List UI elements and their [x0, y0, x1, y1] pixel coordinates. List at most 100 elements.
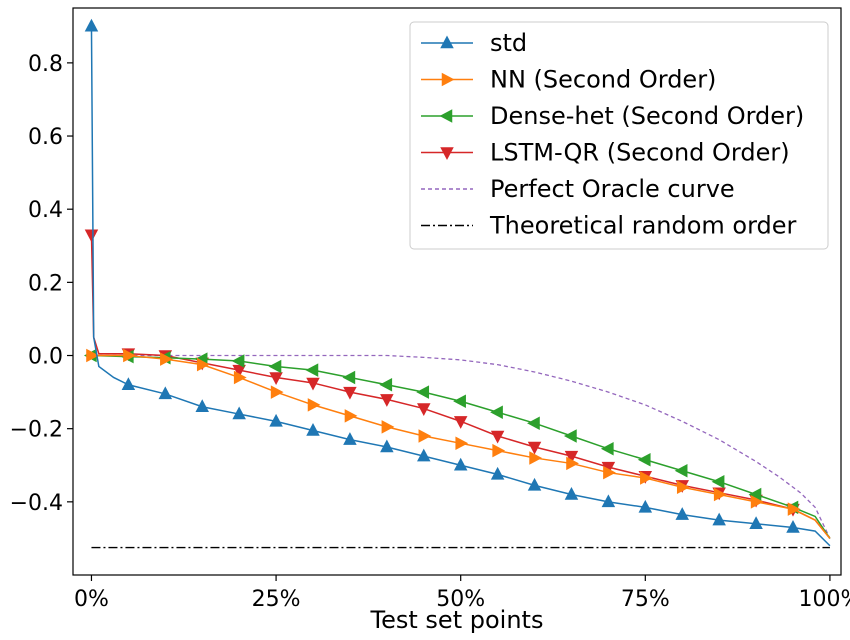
- data-point: [343, 432, 357, 445]
- y-tick-label: 0.4: [28, 198, 63, 223]
- data-point: [490, 466, 505, 480]
- data-point: [527, 477, 542, 491]
- data-point: [564, 450, 579, 464]
- data-point: [750, 495, 764, 509]
- data-point: [306, 423, 320, 436]
- data-point: [416, 385, 430, 399]
- y-tick-label: 0.6: [28, 125, 63, 150]
- axes-frame: [72, 7, 842, 576]
- data-point: [343, 386, 357, 400]
- data-point: [344, 409, 358, 423]
- data-point: [637, 453, 651, 467]
- series-layer: [83, 18, 831, 549]
- x-tick-label: 25%: [252, 587, 301, 612]
- data-point: [563, 429, 577, 443]
- series-line-nn-second-order: [91, 354, 831, 539]
- data-point: [123, 348, 136, 363]
- data-point: [86, 348, 99, 363]
- data-point: [84, 229, 99, 243]
- data-point: [638, 499, 653, 513]
- data-point: [453, 394, 466, 408]
- data-point: [269, 413, 283, 427]
- data-point: [749, 516, 763, 530]
- data-point: [417, 448, 431, 462]
- data-point: [748, 487, 762, 502]
- x-tick-label: 0%: [74, 587, 109, 612]
- data-point: [342, 370, 356, 385]
- data-point: [381, 420, 395, 434]
- x-tick-label: 75%: [621, 587, 670, 612]
- data-point: [600, 442, 614, 456]
- series-line-dense-het-second-order: [91, 354, 831, 539]
- legend-item-nn-second-order: NN (Second Order): [421, 66, 716, 94]
- data-point: [195, 399, 209, 412]
- data-point: [417, 403, 431, 417]
- data-point: [379, 378, 393, 392]
- data-point: [676, 480, 690, 494]
- data-point: [490, 430, 505, 444]
- legend-label: std: [490, 29, 527, 57]
- data-point: [713, 487, 727, 502]
- data-point: [601, 461, 616, 475]
- data-point: [380, 439, 394, 453]
- data-point: [603, 465, 616, 480]
- legend-item-lstm-qr-second-order: LSTM-QR (Second Order): [421, 139, 790, 167]
- data-point: [529, 451, 543, 465]
- legend-marker: [440, 147, 454, 160]
- data-point: [640, 471, 653, 485]
- data-point: [158, 386, 173, 400]
- legend-label: Perfect Oracle curve: [490, 175, 735, 203]
- legend-box: [409, 21, 829, 250]
- y-tick-label: 0.2: [28, 271, 63, 296]
- data-point: [418, 429, 432, 443]
- legend: std NN (Second Order) Dense-het (Second Or…: [409, 21, 829, 250]
- legend-label: Theoretical random order: [489, 212, 797, 240]
- y-tick-label: −0.4: [10, 491, 63, 516]
- data-point: [232, 406, 246, 420]
- data-point: [269, 372, 283, 385]
- legend-label: NN (Second Order): [490, 66, 716, 94]
- data-point: [527, 441, 542, 455]
- y-tick-label: 0.0: [28, 345, 63, 370]
- data-point: [786, 519, 800, 533]
- data-point: [233, 370, 247, 385]
- legend-item-std: std: [421, 29, 527, 57]
- legend-item-dense-het-second-order: Dense-het (Second Order): [421, 102, 804, 130]
- data-point: [453, 457, 468, 471]
- data-point: [121, 377, 136, 391]
- y-tick-label: 0.8: [28, 52, 63, 77]
- legend-item-theoretical-random-order: Theoretical random order: [421, 212, 797, 240]
- data-point: [601, 494, 616, 508]
- data-point: [270, 385, 284, 399]
- data-point: [492, 443, 506, 458]
- y-tick-label: −0.2: [10, 418, 63, 443]
- legend-marker: [441, 72, 455, 87]
- legend-label: LSTM-QR (Second Order): [490, 139, 790, 167]
- data-point: [675, 507, 689, 520]
- data-point: [787, 502, 801, 516]
- data-point: [455, 436, 469, 451]
- data-point: [231, 354, 245, 368]
- data-point: [307, 398, 321, 412]
- series-nn-second-order: [86, 348, 831, 539]
- data-point: [564, 487, 579, 500]
- data-point: [453, 416, 468, 429]
- series-std: [84, 18, 831, 547]
- data-point: [674, 463, 688, 478]
- data-point: [566, 456, 579, 471]
- legend-marker: [439, 109, 453, 123]
- legend-marker: [440, 35, 454, 49]
- data-point: [84, 18, 99, 32]
- data-point: [306, 377, 320, 391]
- data-point: [196, 357, 210, 372]
- legend-item-perfect-oracle-curve: Perfect Oracle curve: [421, 175, 735, 203]
- data-point: [232, 364, 246, 378]
- data-point: [380, 394, 394, 407]
- ticks-layer: 0% 25% 50% 75% 100% −0.4 −0.2 0.0 0.2 0.4 0.6 0.8: [10, 52, 850, 612]
- data-point: [527, 416, 540, 430]
- x-tick-label: 50%: [436, 587, 485, 612]
- x-axis-label: Test set points: [370, 606, 544, 634]
- data-point: [160, 352, 173, 366]
- data-point: [490, 405, 503, 419]
